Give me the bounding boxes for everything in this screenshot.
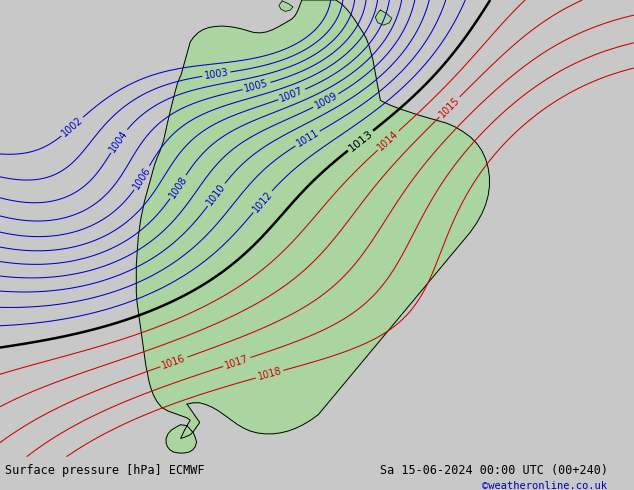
Polygon shape <box>279 1 293 11</box>
Text: 1013: 1013 <box>346 128 375 153</box>
Text: Surface pressure [hPa] ECMWF: Surface pressure [hPa] ECMWF <box>5 464 205 476</box>
Text: 1002: 1002 <box>60 115 85 139</box>
Text: 1011: 1011 <box>294 128 321 149</box>
Text: 1018: 1018 <box>256 366 283 382</box>
Text: 1012: 1012 <box>250 189 275 214</box>
Polygon shape <box>166 425 197 453</box>
Text: 1010: 1010 <box>205 182 228 207</box>
Text: 1006: 1006 <box>131 165 153 191</box>
Text: 1004: 1004 <box>108 128 130 154</box>
Text: 1017: 1017 <box>224 353 250 370</box>
Polygon shape <box>375 10 392 25</box>
Text: 1009: 1009 <box>313 91 339 111</box>
Text: 1008: 1008 <box>167 174 189 200</box>
Text: 1005: 1005 <box>243 78 269 94</box>
Text: 1015: 1015 <box>437 95 462 119</box>
Text: 1014: 1014 <box>376 128 401 152</box>
Text: 1003: 1003 <box>204 67 229 81</box>
Polygon shape <box>136 0 489 439</box>
Text: 1016: 1016 <box>160 353 187 371</box>
Text: 1007: 1007 <box>278 86 305 104</box>
Text: ©weatheronline.co.uk: ©weatheronline.co.uk <box>482 481 607 490</box>
Text: Sa 15-06-2024 00:00 UTC (00+240): Sa 15-06-2024 00:00 UTC (00+240) <box>380 464 609 476</box>
